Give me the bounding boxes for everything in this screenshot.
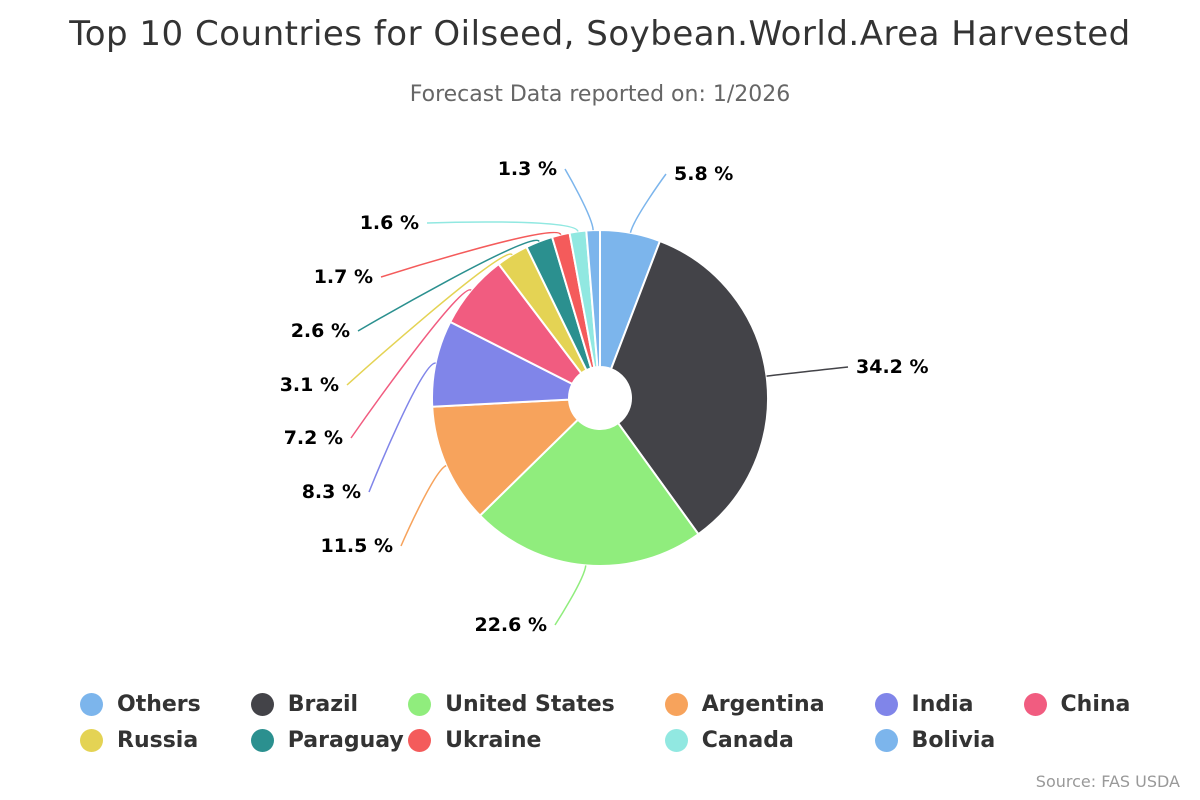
data-label: 1.7 % [314, 266, 373, 288]
legend-item-united-states[interactable]: United States [408, 692, 615, 717]
legend-marker [874, 728, 898, 752]
legend-marker [408, 728, 432, 752]
legend-item-brazil[interactable]: Brazil [250, 691, 359, 717]
legend-marker [664, 692, 688, 716]
data-label: 1.3 % [498, 158, 557, 180]
connector-line [629, 173, 667, 233]
legend-marker [80, 728, 103, 752]
data-label: 34.2 % [856, 356, 929, 378]
legend-label: Paraguay [287, 727, 404, 753]
legend-item-russia[interactable]: Russia [80, 728, 198, 753]
legend: Others Brazil United States Argentina India C… [80, 686, 1140, 758]
data-labels: 5.8 % 34.2 % 22.6 % 11.5 % 8.3 % 7.2 % 3.1 % 2.… [280, 158, 929, 636]
legend-label: United States [445, 691, 615, 717]
source-credit: Source: FAS USDA [1035, 772, 1180, 791]
legend-item-ukraine[interactable]: Ukraine [408, 728, 541, 753]
connector-line [426, 221, 579, 233]
legend-label: Canada [701, 727, 794, 753]
chart-title: Top 10 Countries for Oilseed, Soybean.Wo… [69, 14, 1131, 54]
legend-item-paraguay[interactable]: Paraguay [250, 727, 404, 753]
legend-label: Russia [117, 727, 199, 753]
label-connectors [346, 168, 849, 626]
legend-label: Ukraine [445, 727, 542, 753]
connector-line [350, 289, 472, 439]
legend-row: Others Brazil United States Argentina India C… [80, 686, 1140, 722]
legend-item-bolivia[interactable]: Bolivia [874, 727, 996, 753]
connector-line [380, 231, 562, 278]
connector-line [554, 565, 587, 626]
data-label: 7.2 % [284, 427, 343, 449]
data-label: 11.5 % [320, 535, 393, 557]
pie-slice-argentina[interactable] [431, 398, 580, 517]
legend-label: Brazil [287, 691, 359, 717]
connector-line [346, 253, 513, 386]
legend-label: Others [117, 691, 201, 717]
data-label: 22.6 % [474, 614, 547, 636]
data-label: 2.6 % [291, 320, 350, 342]
connector-line [357, 239, 540, 332]
pie-slices [431, 228, 769, 567]
connector-line [564, 168, 594, 231]
connector-line [400, 464, 447, 547]
data-label: 1.6 % [360, 212, 419, 234]
pie-chart: 5.8 % 34.2 % 22.6 % 11.5 % 8.3 % 7.2 % 3.1 % 2.… [280, 158, 929, 636]
legend-marker [250, 692, 274, 716]
legend-marker [874, 692, 898, 716]
data-label: 8.3 % [302, 481, 361, 503]
pie-slice-india[interactable] [431, 320, 574, 408]
chart-subtitle: Forecast Data reported on: 1/2026 [409, 82, 791, 107]
legend-marker [408, 692, 432, 716]
pie-slice-brazil[interactable] [609, 239, 769, 536]
legend-marker [80, 692, 103, 716]
data-label: 5.8 % [674, 163, 733, 185]
legend-item-others[interactable]: Others [80, 692, 201, 717]
legend-item-india[interactable]: India [874, 691, 974, 717]
legend-marker [250, 728, 274, 752]
pie-slice-bolivia[interactable] [585, 228, 601, 369]
legend-item-argentina[interactable]: Argentina [664, 691, 825, 717]
legend-label: China [1060, 691, 1131, 717]
legend-marker [1023, 692, 1047, 716]
legend-marker [664, 728, 688, 752]
legend-label: Bolivia [911, 727, 996, 753]
legend-row: Russia Paraguay Ukraine Canada Bolivia [80, 722, 1140, 758]
legend-label: India [911, 691, 974, 717]
connector-line [368, 362, 436, 493]
pie-slice-united-states[interactable] [478, 418, 700, 567]
legend-item-canada[interactable]: Canada [664, 727, 794, 753]
connector-line [766, 366, 849, 377]
legend-item-china[interactable]: China [1023, 691, 1131, 717]
legend-label: Argentina [701, 691, 825, 717]
data-label: 3.1 % [280, 374, 339, 396]
